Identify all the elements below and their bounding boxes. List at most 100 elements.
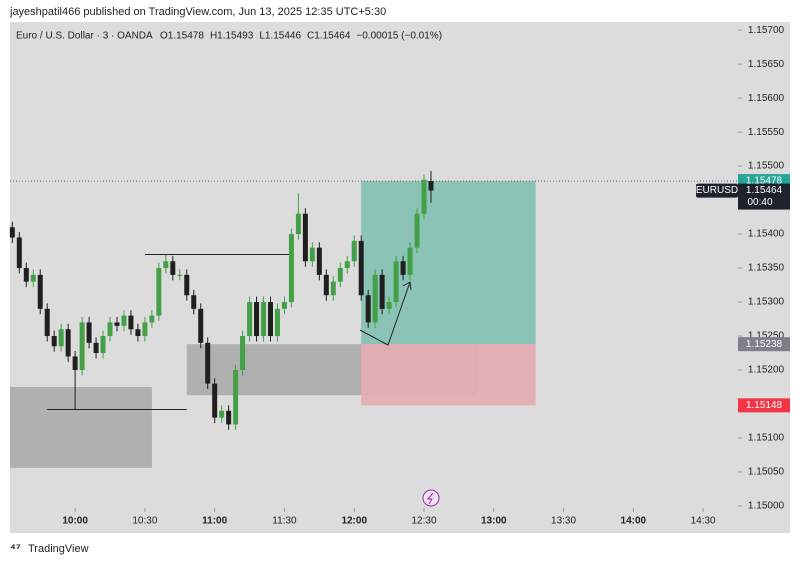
y-tick-label: 1.15000 [748, 501, 785, 512]
candle-body [407, 247, 413, 275]
x-tick-label: 11:30 [272, 516, 297, 527]
candle-body [254, 302, 260, 337]
candle-body [135, 329, 141, 337]
candle-body [30, 274, 36, 282]
candle-body [344, 261, 350, 269]
candle-body [302, 213, 308, 262]
legend-value: −0.00015 (−0.01%) [356, 31, 442, 42]
candle-body [316, 247, 322, 275]
y-tick-label: 1.15600 [748, 93, 785, 104]
legend: O1.15478 H1.15493 L1.15446 C1.15464 −0.00015… [160, 31, 442, 42]
candle-body [142, 322, 148, 337]
plot: 1.15000 1.15050 1.15100 1.15200 1.15250 1.153… [9, 25, 790, 527]
countdown: 00:40 [747, 197, 772, 208]
candle-body [184, 274, 190, 296]
legend-value: L1.15446 [259, 31, 301, 42]
candle-body [114, 322, 120, 326]
candle-body [288, 234, 294, 303]
candle-body [323, 274, 329, 296]
candle-body [16, 237, 22, 269]
x-tick-label: 12:00 [341, 516, 367, 527]
candle-body [156, 268, 162, 316]
candle-body [400, 261, 406, 275]
zone [361, 344, 536, 406]
candle-body [337, 268, 343, 282]
y-tick-label: 1.15650 [748, 59, 785, 70]
event-icon [422, 489, 440, 507]
candle-body [281, 302, 287, 309]
candle-body [379, 274, 385, 309]
candle-body [107, 322, 113, 337]
candle-body [261, 302, 267, 337]
legend-value: H1.15493 [210, 31, 254, 42]
candle-body [295, 213, 301, 235]
arrow-drawing [359, 281, 412, 346]
y-tick-label: 1.15300 [748, 297, 785, 308]
candle-body [330, 281, 336, 296]
candle-body [226, 410, 232, 425]
candle-body [309, 247, 315, 262]
candle-body [358, 240, 364, 296]
candle-body [177, 274, 183, 276]
symbol-price-tag [738, 183, 790, 210]
candle-body [205, 342, 211, 384]
candle-body [79, 322, 85, 371]
y-tick-label: 1.15700 [748, 25, 785, 36]
candle-body [44, 308, 50, 337]
candle-body [414, 213, 420, 248]
candle-body [72, 356, 78, 371]
x-tick-label: 10:30 [132, 516, 157, 527]
candle-body [58, 329, 64, 347]
publisher: jayeshpatil466 published on TradingView.… [9, 6, 386, 18]
candle-body [121, 315, 127, 326]
symbol-price: 1.15464 [746, 185, 783, 196]
legend-value: C1.15464 [307, 31, 351, 42]
candle-body [128, 315, 134, 330]
candle-body [372, 274, 378, 323]
candle-body [37, 274, 43, 309]
price-tag-label: 1.15148 [746, 400, 783, 411]
candle-body [386, 302, 392, 309]
y-tick-label: 1.15350 [748, 263, 785, 274]
symbol: Euro / U.S. Dollar · 3 · OANDA [16, 31, 153, 42]
candle-body [393, 261, 399, 303]
price-tag [738, 337, 790, 352]
price-tag [738, 398, 790, 413]
candle-body [170, 261, 176, 275]
zone [10, 387, 152, 468]
candle-body [86, 322, 92, 343]
x-tick-label: 14:30 [691, 516, 716, 527]
candle-body [198, 308, 204, 343]
candle-body [191, 295, 197, 309]
candle-body [23, 268, 29, 282]
candle-body [428, 181, 434, 191]
candle-body [219, 410, 225, 418]
candle-body [93, 342, 99, 354]
candle-body [212, 383, 218, 418]
candle-body [247, 302, 253, 337]
y-tick-label: 1.15500 [748, 161, 785, 172]
symbol-tag [696, 183, 738, 198]
price-tag-label: 1.15238 [746, 339, 783, 350]
candle-body [421, 179, 427, 214]
candle-body [65, 329, 71, 357]
symbol-tag-name: EURUSD [696, 185, 738, 196]
candle-body [351, 240, 357, 262]
y-tick-label: 1.15050 [748, 467, 785, 478]
x-tick-label: 13:30 [551, 516, 576, 527]
candle-body [100, 336, 106, 354]
candle-body [240, 336, 246, 371]
candle-body [233, 370, 239, 425]
x-tick-label: 14:00 [621, 516, 647, 527]
candle-body [274, 308, 280, 337]
candle-body [163, 261, 169, 269]
y-tick-label: 1.15200 [748, 365, 785, 376]
y-tick-label: 1.15400 [748, 229, 785, 240]
x-tick-label: 11:00 [202, 516, 227, 527]
y-tick-label: 1.15100 [748, 433, 785, 444]
y-tick-label: 1.15250 [748, 331, 785, 342]
candle-body [365, 295, 371, 323]
price-tag-label: 1.15478 [746, 176, 783, 187]
zone [361, 181, 536, 345]
